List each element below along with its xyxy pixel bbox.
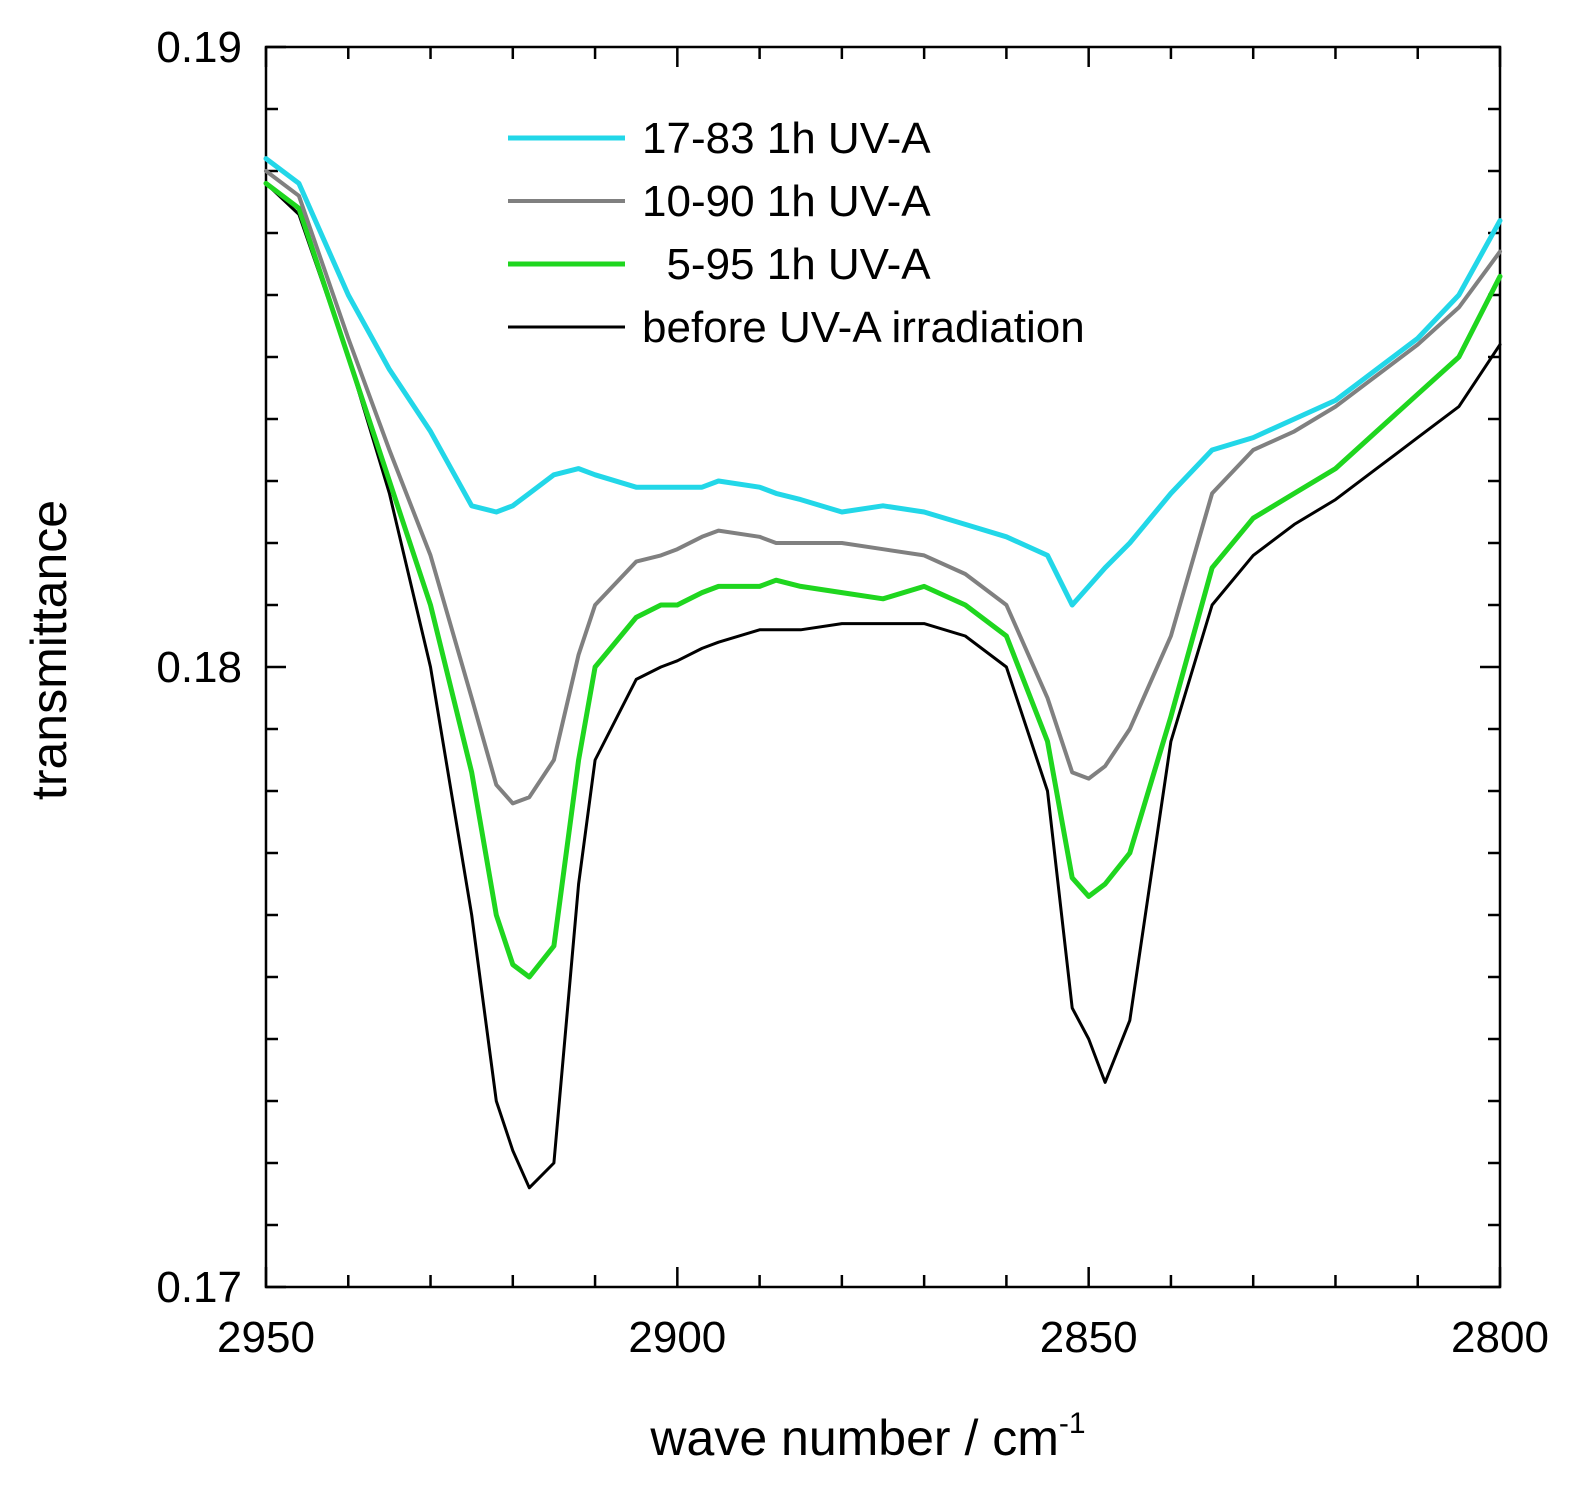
series-line-2 (264, 169, 1502, 806)
plot-frame (264, 45, 1502, 1289)
y-tick-label: 0.19 (156, 23, 242, 72)
y-tick-labels: 0.17 0.18 0.19 (156, 23, 242, 1312)
x-axis-title-main: wave number / cm (649, 1410, 1058, 1466)
x-tick-label: 2950 (217, 1313, 315, 1362)
series-line-4 (264, 181, 1502, 1190)
x-tick-label: 2850 (1040, 1313, 1138, 1362)
x-axis-title-superscript: -1 (1059, 1407, 1086, 1440)
legend-label: 5-95 1h UV-A (642, 240, 931, 289)
minor-ticks (266, 47, 1500, 1287)
y-tick-label: 0.18 (156, 643, 242, 692)
y-axis-title: transmittance (21, 500, 77, 800)
major-ticks (264, 45, 1502, 1289)
legend: 17-83 1h UV-A 10-90 1h UV-A 5-95 1h UV-A b… (508, 114, 1085, 352)
legend-label: before UV-A irradiation (642, 303, 1085, 352)
legend-label: 17-83 1h UV-A (642, 114, 931, 163)
series-line-3 (263, 180, 1503, 980)
legend-label: 10-90 1h UV-A (642, 177, 931, 226)
series-lines (263, 156, 1503, 1190)
x-axis-title: wave number / cm-1 (649, 1407, 1085, 1466)
series-line-1 (263, 156, 1503, 608)
x-tick-label: 2900 (628, 1313, 726, 1362)
y-tick-label: 0.17 (156, 1263, 242, 1312)
x-tick-labels: 2950 2900 2850 2800 (217, 1313, 1549, 1362)
x-tick-label: 2800 (1451, 1313, 1549, 1362)
